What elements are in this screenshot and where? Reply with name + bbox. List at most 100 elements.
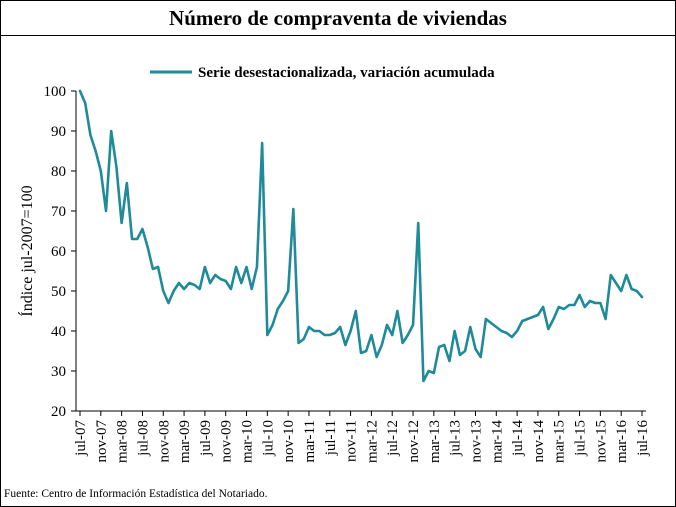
x-tick-label: jul-09 xyxy=(198,420,214,457)
data-point xyxy=(594,302,596,304)
data-point xyxy=(344,344,347,346)
x-tick-label: mar-08 xyxy=(115,420,131,463)
data-point xyxy=(542,306,544,308)
data-point xyxy=(209,282,211,284)
data-point xyxy=(635,290,638,292)
x-tick-label: jul-16 xyxy=(635,420,651,457)
data-point xyxy=(537,314,539,316)
data-point xyxy=(100,170,102,172)
data-point xyxy=(615,282,617,284)
x-tick-label: mar-10 xyxy=(240,420,256,463)
data-point xyxy=(464,350,466,352)
data-point xyxy=(412,324,414,326)
data-point xyxy=(354,310,357,312)
x-tick-label: nov-07 xyxy=(94,420,110,463)
x-tick-label: mar-11 xyxy=(302,420,318,462)
data-point xyxy=(318,330,321,332)
y-tick-label: 30 xyxy=(51,364,66,380)
y-tick-label: 60 xyxy=(51,244,66,260)
data-point xyxy=(339,326,341,328)
data-point xyxy=(641,296,643,298)
data-point xyxy=(490,322,492,324)
data-point xyxy=(495,326,498,328)
data-point xyxy=(198,288,201,290)
data-point xyxy=(105,210,107,212)
x-tick-label: nov-10 xyxy=(281,420,297,463)
data-point xyxy=(438,346,440,348)
data-point xyxy=(287,290,289,292)
y-axis: 20 30 40 50 60 70 80 90 100 xyxy=(44,84,77,420)
y-tick-label: 40 xyxy=(51,324,66,340)
data-point xyxy=(448,360,451,362)
data-point xyxy=(152,268,154,270)
data-point xyxy=(271,324,274,326)
data-point xyxy=(443,344,446,346)
data-point xyxy=(433,372,435,374)
data-point xyxy=(94,150,97,152)
y-tick-label: 70 xyxy=(51,204,66,220)
data-point xyxy=(84,102,87,104)
data-point xyxy=(599,302,602,304)
series-line xyxy=(78,89,644,383)
data-point xyxy=(516,330,518,332)
y-tick-label: 80 xyxy=(51,164,66,180)
data-point xyxy=(391,334,394,336)
data-point xyxy=(500,330,503,332)
y-tick-label: 90 xyxy=(51,124,66,140)
data-point xyxy=(474,348,477,350)
data-point xyxy=(589,300,591,302)
data-point xyxy=(630,288,633,290)
data-point xyxy=(297,342,300,344)
data-point xyxy=(126,182,128,184)
data-point xyxy=(620,290,622,292)
data-point xyxy=(167,302,170,304)
x-tick-label: mar-13 xyxy=(427,420,443,463)
data-point xyxy=(219,278,222,280)
legend-label: Serie desestacionalizada, variación acum… xyxy=(198,65,495,81)
data-point xyxy=(162,290,165,292)
source-note: Fuente: Centro de Información Estadístic… xyxy=(4,488,268,500)
x-tick-label: mar-09 xyxy=(177,420,193,463)
data-point xyxy=(282,300,284,302)
data-point xyxy=(604,318,607,320)
x-tick-label: nov-11 xyxy=(344,420,360,462)
data-point xyxy=(552,318,555,320)
data-point xyxy=(547,328,550,330)
x-tick-label: nov-14 xyxy=(531,420,547,463)
x-tick-label: jul-07 xyxy=(73,420,89,457)
data-point xyxy=(313,330,315,332)
x-tick-label: mar-14 xyxy=(489,420,505,464)
data-point xyxy=(573,304,576,306)
data-point xyxy=(110,130,113,132)
data-point xyxy=(136,238,139,240)
data-point xyxy=(308,326,310,328)
x-tick-label: jul-10 xyxy=(260,420,276,457)
data-point xyxy=(266,334,269,336)
page-title: Número de compraventa de viviendas xyxy=(0,0,676,36)
data-point xyxy=(214,274,217,276)
data-point xyxy=(386,324,388,326)
data-point xyxy=(172,290,175,292)
data-point xyxy=(583,306,586,308)
x-tick-label: nov-12 xyxy=(406,420,422,463)
legend: Serie desestacionalizada, variación acum… xyxy=(150,65,495,81)
data-point xyxy=(302,338,305,340)
data-point xyxy=(360,352,362,354)
data-point xyxy=(292,208,295,210)
data-point xyxy=(204,266,206,268)
data-point xyxy=(157,266,159,268)
y-tick-label: 20 xyxy=(51,404,66,420)
x-tick-label: nov-09 xyxy=(219,420,235,463)
data-point xyxy=(79,90,81,92)
data-point xyxy=(235,266,237,268)
data-point xyxy=(625,274,628,276)
data-point xyxy=(526,318,529,320)
data-point xyxy=(370,334,373,336)
data-point xyxy=(178,282,180,284)
x-tick-label: jul-12 xyxy=(385,420,401,457)
data-point xyxy=(141,228,144,230)
data-point xyxy=(115,166,118,168)
data-point xyxy=(563,308,565,310)
data-point xyxy=(328,334,331,336)
data-point xyxy=(427,370,430,372)
